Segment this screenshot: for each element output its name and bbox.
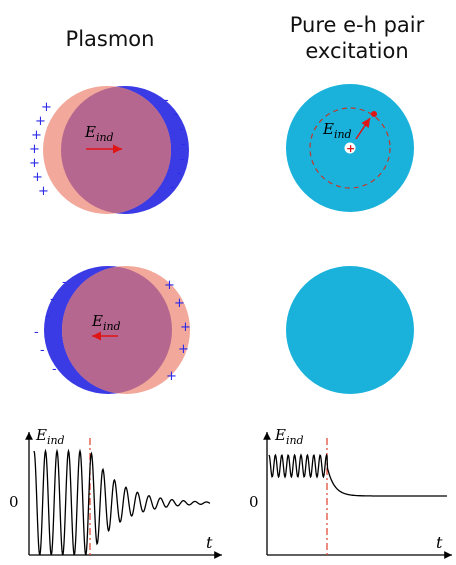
eh-disk-relaxed — [286, 266, 414, 394]
orbit-path — [309, 107, 391, 189]
minus-signs-left: - - - - - - — [34, 275, 67, 377]
minus-sign: - — [40, 343, 45, 358]
plus-sign: + — [174, 296, 185, 311]
minus-sign: - — [50, 292, 55, 307]
damped-oscillation-curve — [33, 448, 211, 556]
plus-sign: + — [31, 128, 42, 143]
minus-sign: - — [173, 107, 178, 122]
plus-sign: + — [180, 320, 191, 335]
plasmon-title: Plasmon — [65, 27, 155, 51]
minus-sign: - — [45, 309, 50, 324]
plus-sign: + — [41, 100, 52, 115]
y-axis-label: Eind — [35, 426, 65, 447]
field-label: Eind — [91, 312, 121, 333]
y-axis-label: Eind — [274, 426, 304, 447]
plus-sign: + — [178, 342, 189, 357]
minus-sign: - — [180, 152, 185, 167]
minus-sign: - — [164, 93, 169, 108]
plasmon-diagram-bottom: - - - - - - + + + + + Eind — [34, 266, 191, 394]
minus-sign: - — [181, 137, 186, 152]
eh-pair-diagram-top: + Eind — [286, 84, 414, 212]
eh-pair-title: Pure e-h pair excitation — [262, 12, 452, 64]
plus-signs-right: + + + + + — [164, 278, 191, 384]
overlap-region — [61, 86, 171, 214]
minus-sign: - — [170, 180, 175, 195]
plus-sign: + — [38, 184, 49, 199]
plasmon-field-graph: Eind 0 t — [9, 426, 222, 559]
field-arrow-diagonal — [355, 117, 371, 140]
minus-signs-right: - - - - - - - — [164, 93, 186, 195]
minus-sign: - — [177, 166, 182, 181]
minus-sign: - — [34, 325, 39, 340]
eh-pair-field-graph: Eind 0 t — [249, 426, 452, 559]
time-label: t — [206, 533, 213, 552]
zero-label: 0 — [249, 493, 259, 511]
field-label: Eind — [322, 120, 352, 141]
field-label: Eind — [84, 123, 114, 144]
plus-sign: + — [164, 278, 175, 293]
hole-plus-sign: + — [346, 142, 355, 155]
hole-marker — [344, 142, 356, 154]
minus-sign: - — [62, 275, 67, 290]
plus-sign: + — [35, 114, 46, 129]
plus-sign: + — [166, 369, 177, 384]
eh-pair-title-line-2: excitation — [305, 39, 409, 63]
eh-pair-title-line-1: Pure e-h pair — [289, 13, 425, 37]
plus-signs-left: + + + + + + + — [29, 100, 52, 199]
overlap-region — [62, 266, 172, 394]
zero-label: 0 — [9, 493, 19, 511]
minus-sign: - — [179, 122, 184, 137]
minus-sign: - — [52, 362, 57, 377]
plus-sign: + — [29, 156, 40, 171]
electron-marker — [371, 111, 377, 117]
plus-sign: + — [32, 170, 43, 185]
plasmon-diagram-top: + + + + + + + - - - - - - - Eind — [29, 86, 189, 214]
time-label: t — [436, 533, 443, 552]
plus-sign: + — [29, 142, 40, 157]
relaxation-curve — [268, 453, 447, 497]
